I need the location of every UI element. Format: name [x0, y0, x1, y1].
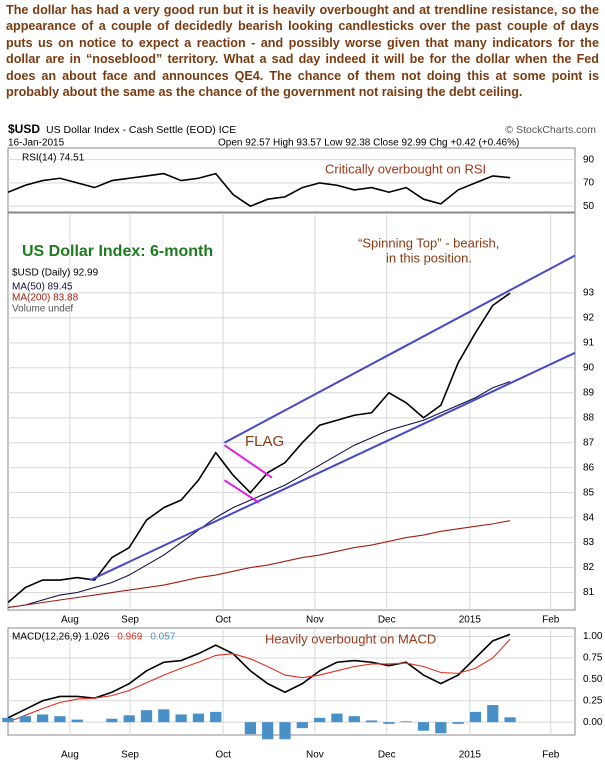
annotation: “Spinning Top” - bearish,	[358, 235, 499, 250]
y-tick-label: 83	[583, 537, 595, 548]
histogram-bar	[417, 722, 430, 731]
histogram-bar	[158, 709, 170, 723]
legend-entry: RSI(14) 74.51	[22, 153, 85, 164]
legend-entry: 0.969	[117, 632, 142, 643]
y-tick-label: 88	[583, 412, 595, 423]
y-tick-label: 70	[583, 178, 595, 189]
histogram-bar	[71, 719, 83, 723]
histogram-bar	[296, 722, 308, 729]
y-tick-label: 93	[583, 288, 595, 299]
series-line	[7, 381, 511, 609]
histogram-bar	[210, 711, 222, 723]
x-tick-label: Feb	[542, 750, 560, 761]
x-tick-label: Aug	[61, 615, 79, 626]
x-tick-label: Oct	[215, 750, 231, 761]
annotation: Critically overbought on RSI	[325, 161, 486, 176]
legend-entry: MA(200) 83.88	[12, 293, 79, 304]
x-tick-label: Sep	[121, 750, 139, 761]
chart-title: US Dollar Index: 6-month	[22, 243, 213, 260]
y-tick-label: 81	[583, 587, 595, 598]
y-tick-label: 0.25	[583, 695, 603, 706]
histogram-bar	[244, 722, 257, 735]
panel	[7, 147, 576, 213]
y-tick-label: 85	[583, 487, 595, 498]
histogram-bar	[504, 717, 516, 723]
y-tick-label: 82	[583, 562, 595, 573]
y-tick-label: 90	[583, 362, 595, 373]
x-tick-label: Dec	[378, 615, 396, 626]
y-tick-label: 50	[583, 201, 595, 212]
trendline	[89, 351, 576, 581]
histogram-bar	[106, 718, 118, 723]
date: 16-Jan-2015	[8, 138, 65, 149]
x-tick-label: 2015	[459, 750, 482, 761]
histogram-bar	[192, 713, 205, 723]
histogram-bar	[175, 714, 187, 723]
x-tick-label: Oct	[215, 615, 231, 626]
annotation: in this position.	[386, 250, 472, 265]
histogram-bar	[400, 721, 412, 723]
logo: © StockCharts.com	[505, 124, 596, 136]
histogram-bar	[262, 722, 274, 740]
quote: Open 92.57 High 93.57 Low 92.38 Close 92…	[218, 138, 519, 149]
x-tick-label: 2015	[459, 615, 482, 626]
series-line	[7, 520, 511, 609]
legend-entry: $USD (Daily) 92.99	[12, 268, 99, 279]
histogram-bar	[314, 717, 326, 723]
y-tick-label: 90	[583, 154, 595, 165]
histogram-bar	[469, 711, 482, 723]
y-tick-label: 1.00	[583, 631, 603, 642]
histogram-bar	[279, 722, 291, 740]
y-tick-label: 91	[583, 337, 595, 348]
histogram-bar	[2, 717, 14, 723]
x-tick-label: Aug	[61, 750, 79, 761]
histogram-bar	[140, 710, 153, 723]
symbol: $USD	[8, 122, 40, 136]
y-tick-label: 0.50	[583, 674, 603, 685]
y-tick-label: 0.00	[583, 717, 603, 728]
instrument-name: US Dollar Index - Cash Settle (EOD) ICE	[46, 124, 236, 136]
annotation: FLAG	[245, 433, 284, 450]
x-tick-label: Nov	[306, 615, 324, 626]
histogram-bar	[487, 705, 499, 723]
histogram-bar	[348, 716, 360, 723]
legend-entry: MACD(12,26,9) 1.026	[12, 632, 110, 643]
panel	[7, 212, 576, 611]
commentary: The dollar has had a very good run but i…	[6, 3, 599, 100]
x-tick-label: Nov	[306, 750, 324, 761]
annotation: Heavily overbought on MACD	[265, 631, 436, 646]
x-tick-label: Feb	[542, 615, 560, 626]
trendline	[223, 444, 273, 479]
y-tick-label: 89	[583, 387, 595, 398]
x-tick-label: Sep	[121, 615, 139, 626]
histogram-bar	[331, 713, 343, 723]
histogram-bar	[54, 716, 66, 723]
trendline	[223, 479, 260, 504]
legend-entry: Volume undef	[12, 304, 73, 315]
histogram-bar	[365, 720, 378, 723]
legend-entry: 0.057	[150, 632, 175, 643]
x-tick-label: Dec	[378, 750, 396, 761]
y-tick-label: 92	[583, 313, 595, 324]
histogram-bar	[383, 722, 395, 724]
histogram-bar	[452, 722, 464, 724]
series-line	[7, 638, 511, 723]
histogram-bar	[19, 716, 31, 723]
y-tick-label: 84	[583, 512, 595, 523]
histogram-bar	[123, 715, 135, 723]
y-tick-label: 0.75	[583, 653, 603, 664]
y-tick-label: 86	[583, 462, 595, 473]
series-line	[7, 172, 511, 208]
legend-entry: MA(50) 89.45	[12, 282, 73, 293]
histogram-bar	[435, 722, 447, 734]
histogram-bar	[36, 714, 49, 723]
y-tick-label: 87	[583, 437, 595, 448]
trendline	[223, 254, 576, 444]
